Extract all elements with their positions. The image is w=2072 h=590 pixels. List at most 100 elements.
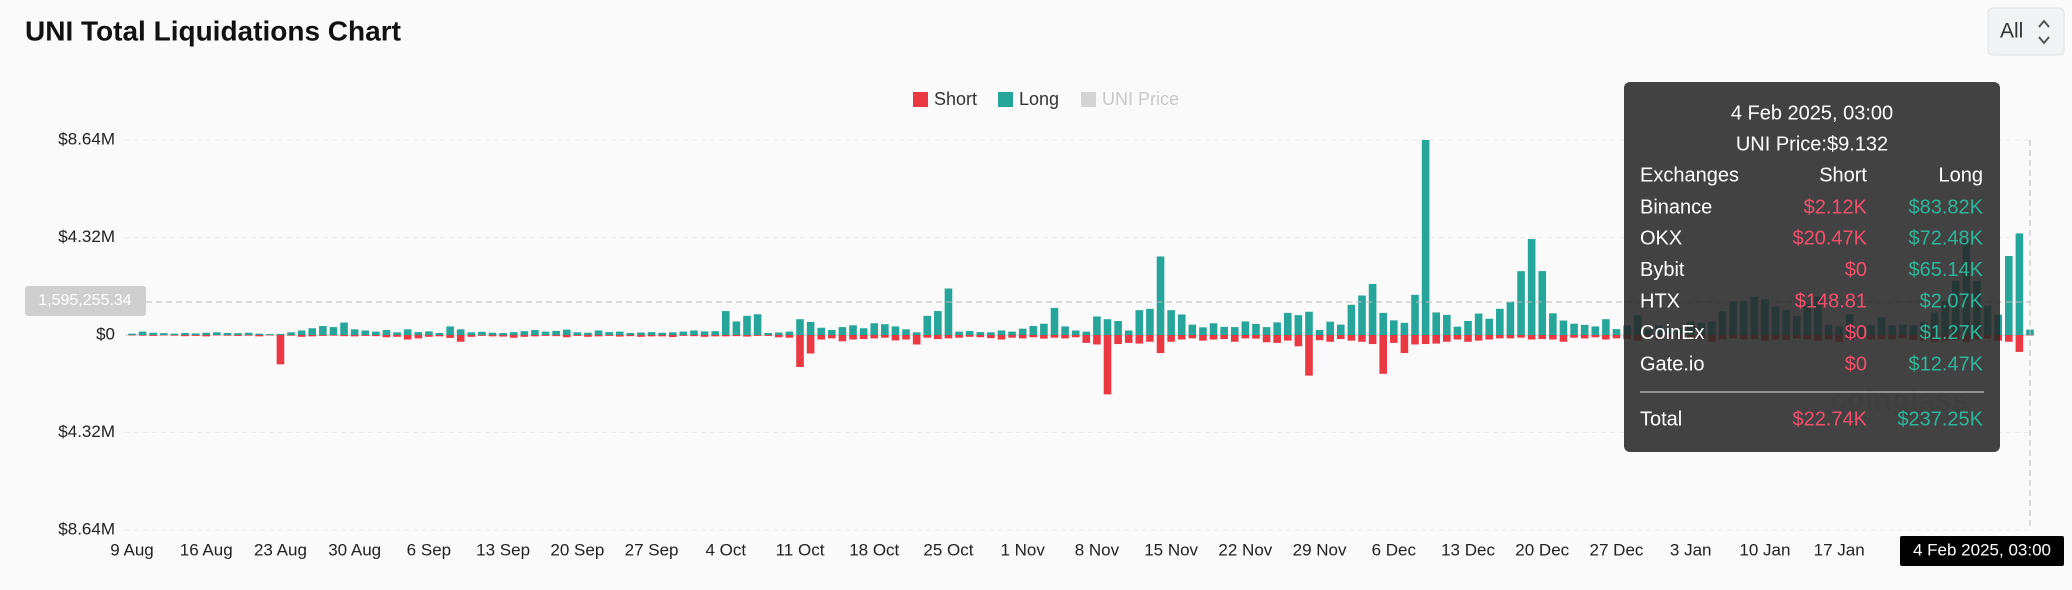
tooltip-cell: $0 (1845, 353, 1867, 375)
bar (764, 335, 773, 336)
bar (976, 332, 985, 335)
bar (170, 333, 179, 335)
bar (1315, 330, 1324, 335)
bar (637, 332, 645, 335)
bar (923, 335, 932, 338)
bar (1602, 319, 1610, 335)
bar (1146, 335, 1154, 342)
y-tick-label: $0 (96, 324, 115, 343)
bar (1485, 335, 1494, 340)
bar (1188, 335, 1197, 339)
bar (244, 335, 253, 336)
bar (912, 332, 921, 335)
bar (647, 332, 656, 335)
bar (160, 333, 168, 335)
bar (1040, 335, 1048, 339)
bar (838, 327, 847, 335)
bar (1008, 335, 1016, 338)
bar (562, 329, 571, 335)
bar (1262, 327, 1271, 335)
bar (255, 333, 264, 335)
bar (1262, 335, 1271, 343)
bar (329, 327, 338, 335)
bar (1156, 256, 1165, 335)
bar (1029, 335, 1038, 338)
bar (1379, 312, 1387, 335)
bar (531, 335, 539, 337)
tooltip-total: $237.25K (1897, 408, 1983, 430)
bar (1071, 330, 1080, 335)
bar (997, 330, 1006, 335)
bar (615, 335, 624, 337)
bar (1209, 335, 1218, 340)
bar (1252, 323, 1260, 335)
bar (891, 335, 900, 341)
bar (1358, 295, 1366, 335)
bar (584, 335, 592, 337)
bar (1135, 310, 1144, 335)
bar (1559, 335, 1568, 342)
bar (594, 330, 603, 335)
bar (859, 335, 868, 340)
bar (1336, 335, 1345, 340)
bar (1103, 335, 1112, 395)
bar (1559, 320, 1568, 335)
bar (944, 335, 953, 339)
bar (828, 335, 836, 339)
bar (965, 330, 974, 335)
bar (1167, 310, 1175, 335)
tooltip-header: Long (1939, 164, 1984, 186)
bar (1146, 308, 1154, 335)
x-tick-label: 13 Dec (1441, 540, 1495, 559)
crosshair-date-box (1900, 536, 2064, 566)
bar (1347, 335, 1356, 341)
x-tick-label: 4 Oct (705, 540, 746, 559)
tooltip-price: UNI Price:$9.132 (1736, 133, 1888, 155)
bar (1389, 335, 1398, 343)
bar (944, 288, 953, 335)
bar (997, 335, 1006, 340)
filter-label: All (2000, 20, 2023, 43)
crosshair-value-box (25, 286, 146, 316)
bar (1464, 335, 1472, 342)
bar (817, 327, 826, 335)
bar (785, 331, 794, 335)
bar (478, 335, 486, 336)
bar (637, 335, 645, 337)
bar (393, 332, 401, 335)
tooltip-cell: $2.07K (1920, 290, 1984, 312)
bar (287, 332, 295, 335)
bar (403, 329, 412, 335)
bar (509, 332, 518, 335)
bar (456, 329, 465, 335)
bar (1591, 335, 1600, 338)
x-tick-label: 29 Nov (1293, 540, 1347, 559)
x-tick-label: 3 Jan (1670, 540, 1712, 559)
bar (1549, 313, 1557, 335)
bar (2015, 335, 2024, 352)
bar (1199, 327, 1207, 335)
bar (849, 335, 857, 340)
bar (191, 333, 200, 335)
bar (1580, 335, 1589, 339)
bar (1018, 328, 1027, 335)
tooltip-cell: HTX (1640, 290, 1680, 312)
bar (1389, 320, 1398, 335)
bar (1326, 335, 1334, 342)
bar (955, 335, 963, 338)
bar (2004, 335, 2013, 342)
tooltip-cell: $65.14K (1908, 259, 1983, 281)
bar (446, 326, 454, 335)
bar (393, 335, 401, 337)
bar (902, 329, 910, 335)
bar (181, 335, 189, 337)
bar (743, 315, 751, 335)
bar (1103, 319, 1112, 335)
tooltip-total: Total (1640, 408, 1682, 430)
legend-swatch (998, 92, 1013, 107)
bar (1421, 140, 1430, 335)
bar (1283, 335, 1292, 341)
bar (1591, 326, 1600, 335)
tooltip: 4 Feb 2025, 03:00 UNI Price:$9.132 Exchang… (1624, 82, 2000, 452)
